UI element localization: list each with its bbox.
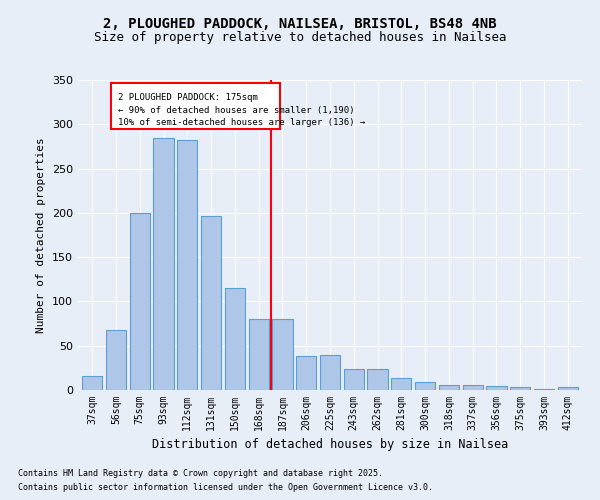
Bar <box>439 384 459 390</box>
Text: 2 PLOUGHED PADDOCK: 175sqm: 2 PLOUGHED PADDOCK: 175sqm <box>118 94 258 102</box>
FancyBboxPatch shape <box>111 82 280 128</box>
Text: Contains public sector information licensed under the Open Government Licence v3: Contains public sector information licen… <box>18 484 433 492</box>
Bar <box>106 330 126 390</box>
Bar <box>320 354 340 390</box>
Bar <box>415 382 435 390</box>
Bar <box>463 384 483 390</box>
Bar <box>557 388 578 390</box>
Bar <box>344 368 364 390</box>
Bar <box>130 213 150 390</box>
Text: ← 90% of detached houses are smaller (1,190): ← 90% of detached houses are smaller (1,… <box>118 106 355 114</box>
Bar <box>391 378 412 390</box>
Bar <box>154 138 173 390</box>
Bar <box>296 356 316 390</box>
Bar <box>534 389 554 390</box>
Bar <box>367 368 388 390</box>
Text: 10% of semi-detached houses are larger (136) →: 10% of semi-detached houses are larger (… <box>118 118 365 127</box>
Text: Size of property relative to detached houses in Nailsea: Size of property relative to detached ho… <box>94 31 506 44</box>
Bar <box>272 319 293 390</box>
Bar <box>248 319 269 390</box>
X-axis label: Distribution of detached houses by size in Nailsea: Distribution of detached houses by size … <box>152 438 508 452</box>
Y-axis label: Number of detached properties: Number of detached properties <box>37 137 46 333</box>
Bar <box>225 288 245 390</box>
Text: 2, PLOUGHED PADDOCK, NAILSEA, BRISTOL, BS48 4NB: 2, PLOUGHED PADDOCK, NAILSEA, BRISTOL, B… <box>103 18 497 32</box>
Bar <box>82 376 103 390</box>
Text: Contains HM Land Registry data © Crown copyright and database right 2025.: Contains HM Land Registry data © Crown c… <box>18 468 383 477</box>
Bar <box>201 216 221 390</box>
Bar <box>487 386 506 390</box>
Bar <box>177 140 197 390</box>
Bar <box>510 388 530 390</box>
